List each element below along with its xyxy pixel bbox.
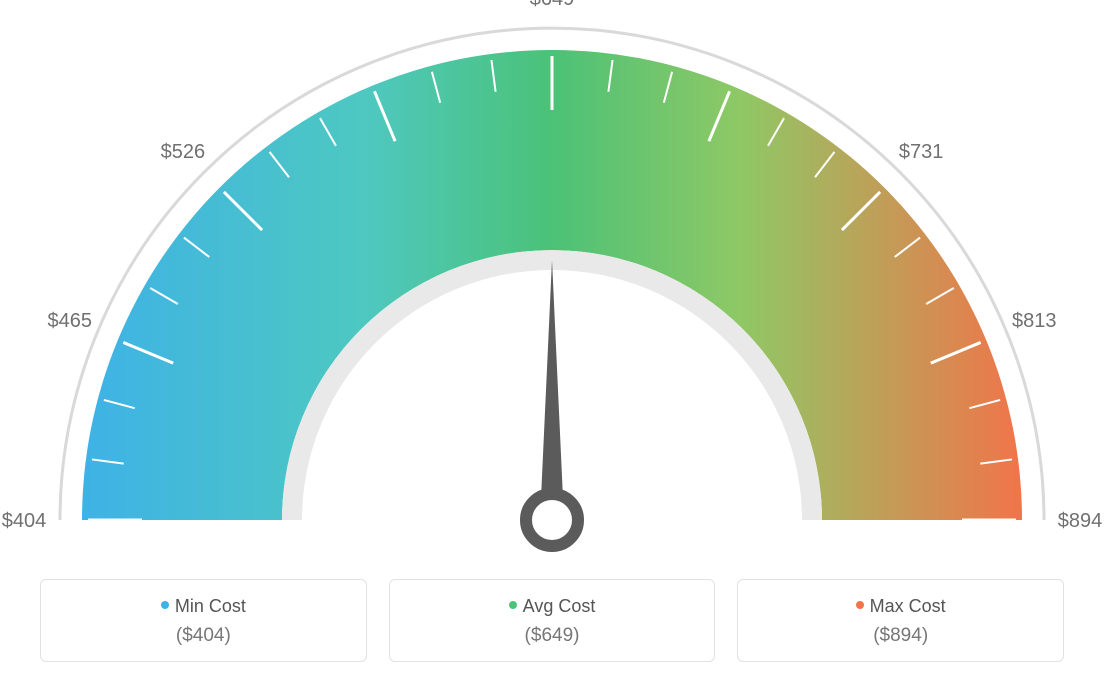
- legend-label-avg: Avg Cost: [523, 596, 596, 616]
- legend-row: Min Cost ($404) Avg Cost ($649) Max Cost…: [40, 579, 1064, 662]
- gauge-tick-label: $894: [1058, 510, 1103, 532]
- legend-value-min: ($404): [51, 625, 356, 647]
- gauge-tick-label: $404: [2, 510, 47, 532]
- legend-label-max: Max Cost: [870, 596, 946, 616]
- legend-label-min: Min Cost: [175, 596, 246, 616]
- legend-dot-min: [161, 601, 169, 609]
- legend-card-max: Max Cost ($894): [737, 579, 1064, 662]
- gauge-tick-label: $649: [530, 0, 575, 10]
- gauge-tick-label: $731: [899, 141, 944, 163]
- gauge-chart: $404 $465 $526 $649 $731 $813 $894: [0, 0, 1104, 560]
- gauge-tick-label: $813: [1012, 310, 1057, 332]
- legend-card-min: Min Cost ($404): [40, 579, 367, 662]
- gauge-svg: $404 $465 $526 $649 $731 $813 $894: [0, 0, 1104, 560]
- legend-card-avg: Avg Cost ($649): [389, 579, 716, 662]
- legend-title-avg: Avg Cost: [400, 596, 705, 617]
- legend-value-max: ($894): [748, 625, 1053, 647]
- legend-title-max: Max Cost: [748, 596, 1053, 617]
- legend-dot-max: [856, 601, 864, 609]
- gauge-tick-label: $526: [161, 141, 206, 163]
- gauge-needle: [518, 260, 586, 520]
- legend-title-min: Min Cost: [51, 596, 356, 617]
- gauge-tick-label: $465: [47, 310, 92, 332]
- legend-value-avg: ($649): [400, 625, 705, 647]
- legend-dot-avg: [509, 601, 517, 609]
- gauge-hub: [526, 494, 578, 546]
